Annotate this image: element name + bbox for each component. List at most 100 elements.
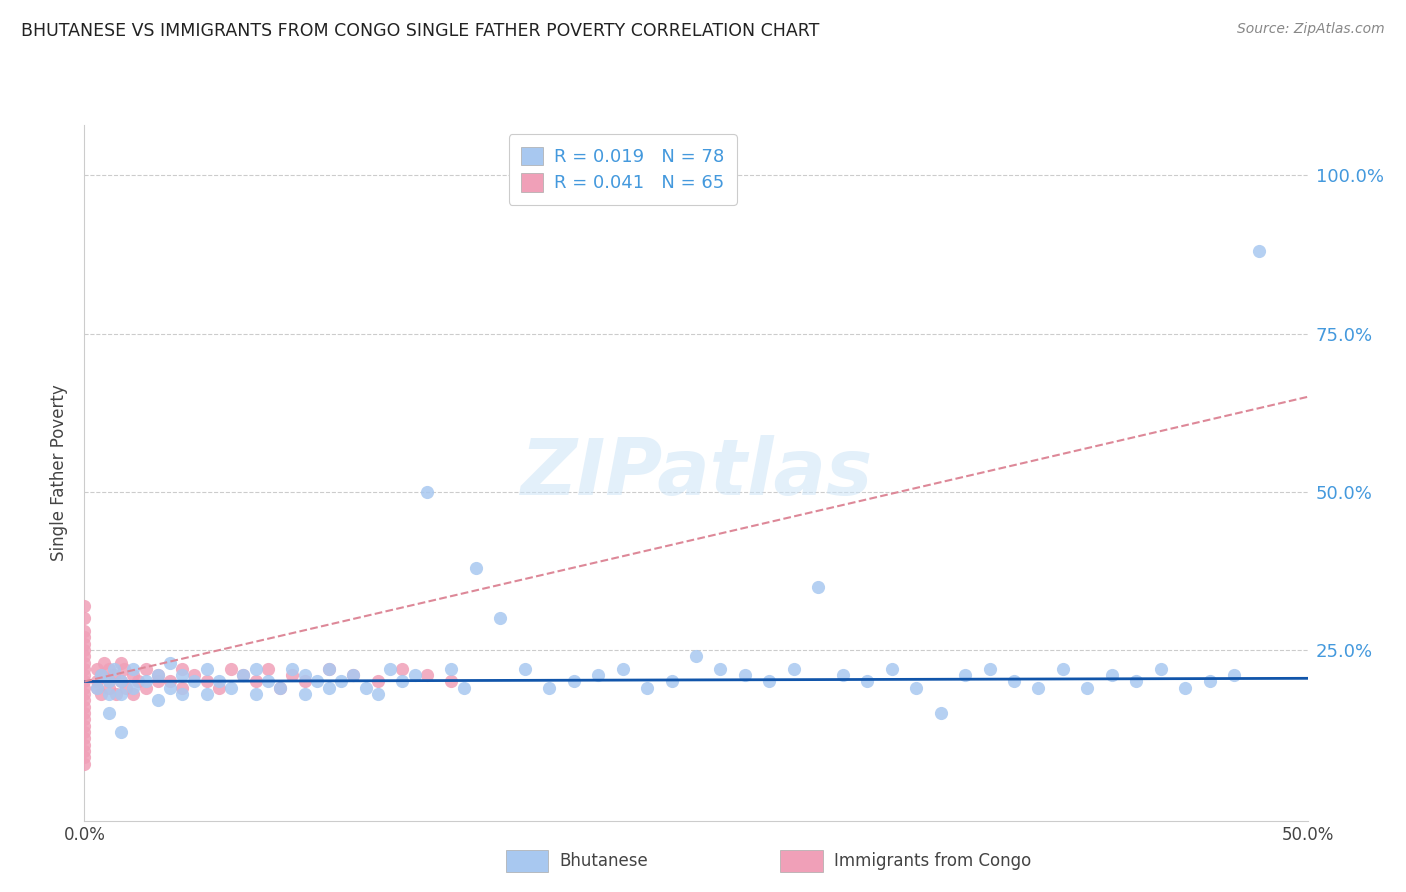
Point: [110, 674, 132, 689]
Point: [73, 643, 96, 657]
Point: [232, 668, 254, 682]
Point: [612, 662, 634, 676]
Point: [440, 662, 463, 676]
Point: [135, 674, 157, 689]
Point: [103, 662, 125, 676]
Point: [110, 687, 132, 701]
Point: [97, 687, 120, 701]
Point: [661, 674, 683, 689]
Point: [404, 668, 426, 682]
Point: [905, 681, 928, 695]
Point: [73, 611, 96, 625]
Point: [73, 662, 96, 676]
Point: [979, 662, 1001, 676]
Point: [115, 681, 138, 695]
Point: [172, 662, 194, 676]
Point: [929, 706, 952, 720]
Point: [110, 656, 132, 670]
Point: [97, 681, 120, 695]
Point: [73, 699, 96, 714]
Point: [86, 674, 108, 689]
Point: [105, 687, 128, 701]
Point: [1174, 681, 1197, 695]
Point: [73, 656, 96, 670]
Point: [195, 674, 218, 689]
Point: [831, 668, 853, 682]
Point: [380, 662, 402, 676]
Point: [183, 668, 205, 682]
Point: [391, 662, 413, 676]
Point: [807, 580, 830, 594]
Point: [73, 674, 96, 689]
Y-axis label: Single Father Poverty: Single Father Poverty: [51, 384, 69, 561]
Point: [73, 599, 96, 613]
Point: [103, 668, 125, 682]
Point: [146, 674, 169, 689]
Point: [1150, 662, 1173, 676]
Point: [73, 719, 96, 733]
Point: [305, 674, 328, 689]
Text: Source: ZipAtlas.com: Source: ZipAtlas.com: [1237, 22, 1385, 37]
Point: [416, 484, 439, 499]
Point: [269, 681, 291, 695]
Point: [90, 668, 112, 682]
Point: [135, 662, 157, 676]
Point: [110, 725, 132, 739]
Point: [90, 687, 112, 701]
Point: [73, 706, 96, 720]
Point: [709, 662, 731, 676]
Point: [342, 668, 364, 682]
Point: [1002, 674, 1025, 689]
Point: [122, 668, 145, 682]
Point: [159, 681, 181, 695]
Point: [208, 681, 231, 695]
Point: [73, 624, 96, 638]
Legend: R = 0.019   N = 78, R = 0.041   N = 65: R = 0.019 N = 78, R = 0.041 N = 65: [509, 134, 737, 205]
Point: [73, 687, 96, 701]
Point: [159, 674, 181, 689]
Point: [183, 674, 205, 689]
Point: [281, 668, 304, 682]
Point: [758, 674, 780, 689]
Point: [73, 713, 96, 727]
Point: [73, 744, 96, 758]
Point: [1076, 681, 1098, 695]
Point: [172, 668, 194, 682]
Point: [318, 662, 340, 676]
Point: [367, 674, 389, 689]
Point: [685, 649, 707, 664]
Point: [783, 662, 806, 676]
Point: [453, 681, 475, 695]
Point: [110, 674, 132, 689]
Point: [354, 681, 377, 695]
Point: [269, 681, 291, 695]
Point: [636, 681, 658, 695]
Point: [294, 674, 316, 689]
Point: [856, 674, 879, 689]
Point: [281, 662, 304, 676]
Point: [97, 674, 120, 689]
Point: [880, 662, 903, 676]
Point: [97, 662, 120, 676]
Point: [146, 668, 169, 682]
Point: [73, 630, 96, 644]
Point: [86, 662, 108, 676]
Point: [538, 681, 561, 695]
Text: Immigrants from Congo: Immigrants from Congo: [834, 852, 1031, 871]
Point: [93, 656, 115, 670]
Point: [219, 662, 242, 676]
Point: [1125, 674, 1147, 689]
Text: BHUTANESE VS IMMIGRANTS FROM CONGO SINGLE FATHER POVERTY CORRELATION CHART: BHUTANESE VS IMMIGRANTS FROM CONGO SINGL…: [21, 22, 820, 40]
Point: [1052, 662, 1074, 676]
Point: [318, 662, 340, 676]
Point: [97, 674, 120, 689]
Point: [73, 693, 96, 707]
Point: [73, 756, 96, 771]
Point: [294, 668, 316, 682]
Point: [172, 687, 194, 701]
Point: [208, 674, 231, 689]
Point: [73, 681, 96, 695]
Text: ZIPatlas: ZIPatlas: [520, 434, 872, 511]
Point: [172, 681, 194, 695]
Point: [367, 687, 389, 701]
